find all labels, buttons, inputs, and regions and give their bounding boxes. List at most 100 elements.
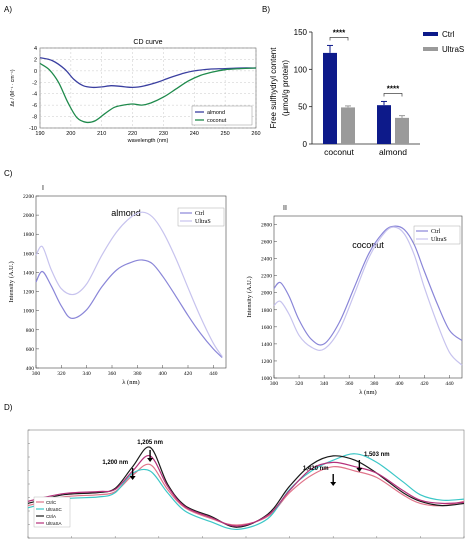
panel-label-c2: II — [283, 205, 287, 212]
legend-label: CtrlA — [46, 514, 56, 519]
bar-Ctrl-almond — [377, 105, 391, 144]
y-axis-label: Free sulfhydryl content — [269, 47, 278, 129]
x-tick-label: 340 — [83, 371, 92, 377]
y-tick-label: 1600 — [23, 251, 34, 257]
y-tick-label: 150 — [294, 28, 308, 37]
y-tick-label: 2800 — [261, 223, 272, 229]
y-axis-label-units: (μmol/g protein) — [281, 60, 290, 117]
series-line-UltraSC — [27, 453, 465, 531]
peak-label: 1,200 nm — [102, 460, 128, 466]
x-tick-label: 360 — [108, 371, 117, 377]
x-tick-label: 400 — [395, 381, 404, 387]
series-line-Ctrl — [273, 225, 463, 346]
legend-label: coconut — [207, 118, 227, 124]
plot-frame — [273, 215, 463, 379]
y-tick-label: 1800 — [23, 232, 34, 238]
y-tick-label: -8 — [32, 115, 37, 121]
peak-arrow-head — [330, 482, 337, 486]
x-tick-label: 320 — [295, 381, 304, 387]
significance-bracket — [329, 37, 349, 41]
x-tick-label: 190 — [35, 131, 44, 137]
peak-label: 1,205 nm — [137, 440, 163, 446]
series-line-Ctrl — [35, 259, 223, 358]
y-tick-label: 1400 — [261, 342, 272, 348]
peak-arrow-head — [129, 476, 136, 480]
x-tick-label: 320 — [57, 371, 66, 377]
bar-UltraS-almond — [395, 117, 409, 144]
chart-title: almond — [111, 208, 141, 218]
y-tick-label: 2000 — [261, 291, 272, 297]
panel-label-b: B) — [262, 5, 270, 14]
x-tick-label: 260 — [251, 131, 260, 137]
legend-label: almond — [207, 110, 225, 116]
panel-label-c1: I — [42, 185, 44, 192]
series-line-almond — [39, 57, 257, 89]
y-tick-label: 2200 — [261, 274, 272, 280]
legend-label: UltraSA — [46, 521, 62, 526]
y-tick-label: 2 — [34, 57, 37, 63]
y-tick-label: -2 — [32, 80, 37, 86]
y-axis-label: Δε / (M⁻¹ · cm⁻¹) — [10, 69, 16, 106]
peak-arrow-head — [147, 458, 154, 462]
y-tick-label: 600 — [26, 347, 35, 353]
legend-box — [191, 105, 253, 126]
x-tick-label: 300 — [32, 371, 41, 377]
series-line-UltraSA — [27, 455, 465, 527]
category-label: almond — [379, 147, 407, 157]
y-tick-label: 2200 — [23, 194, 34, 200]
y-tick-label: 2600 — [261, 240, 272, 246]
x-tick-label: 420 — [184, 371, 193, 377]
x-tick-label: 230 — [159, 131, 168, 137]
y-tick-label: -6 — [32, 103, 37, 109]
series-line-UltraS — [35, 211, 223, 357]
chart-title: CD curve — [133, 39, 162, 46]
y-tick-label: 1200 — [23, 290, 34, 296]
y-tick-label: 1000 — [23, 309, 34, 315]
legend-label: Ctrl — [431, 229, 441, 235]
y-tick-label: 1200 — [261, 359, 272, 365]
y-tick-label: 1800 — [261, 308, 272, 314]
peak-label: 1,420 nm — [303, 466, 329, 472]
x-tick-label: 440 — [445, 381, 454, 387]
panel-d-nir-chart: CtrlC UltraSC CtrlA UltraSA 1,205 nm 1,200 nm… — [27, 429, 465, 539]
panel-a-cd-chart: CD curve -10 -8 -6 -4 -2 0 2 4 190 200 210 220 230 240… — [10, 39, 261, 144]
panel-c2-coconut-chart: coconut 1000 1200 1400 1600 1800 2000 2200 2400 2… — [246, 215, 463, 396]
legend-label: UltraS — [431, 237, 447, 243]
bar-Ctrl-coconut — [323, 52, 337, 145]
y-tick-label: 800 — [26, 328, 35, 334]
x-tick-label: 380 — [133, 371, 142, 377]
legend-label: CtrlC — [46, 500, 57, 505]
y-tick-label: 0 — [34, 69, 37, 75]
y-tick-label: 50 — [298, 103, 307, 112]
x-tick-label: 220 — [128, 131, 137, 137]
bar-UltraS-coconut — [341, 107, 355, 144]
x-tick-label: 300 — [270, 381, 279, 387]
x-axis-label: λ (nm) — [122, 379, 139, 386]
y-tick-label: 400 — [26, 366, 35, 372]
panel-c1-almond-chart: almond 400 600 800 1000 1200 1400 1600 1800 2000 2… — [8, 194, 227, 386]
y-tick-label: -4 — [32, 92, 37, 98]
significance-bracket — [383, 93, 403, 97]
plot-frame — [27, 429, 465, 539]
x-tick-label: 360 — [345, 381, 354, 387]
x-tick-label: 250 — [221, 131, 230, 137]
x-tick-label: 400 — [159, 371, 168, 377]
legend-label: Ctrl — [442, 30, 455, 39]
y-axis-label: Intensity (A.U.) — [8, 261, 15, 302]
panel-label-a: A) — [4, 5, 12, 14]
panel-label-c: C) — [4, 169, 13, 178]
significance-label: **** — [333, 28, 346, 37]
legend-label: UltraS — [442, 45, 464, 54]
x-tick-label: 240 — [190, 131, 199, 137]
peak-label: 1,503 nm — [364, 452, 390, 458]
x-tick-label: 340 — [320, 381, 329, 387]
panel-b-bar-chart: 0 50 100 150 Free sulfhydryl content (μmol/g … — [269, 28, 464, 157]
series-line-coconut — [39, 62, 257, 124]
significance-label: **** — [387, 84, 400, 93]
x-tick-label: 380 — [370, 381, 379, 387]
series-line-UltraS — [273, 226, 463, 366]
y-tick-label: 1400 — [23, 270, 34, 276]
y-tick-label: 1600 — [261, 325, 272, 331]
peak-arrow-head — [356, 468, 363, 472]
